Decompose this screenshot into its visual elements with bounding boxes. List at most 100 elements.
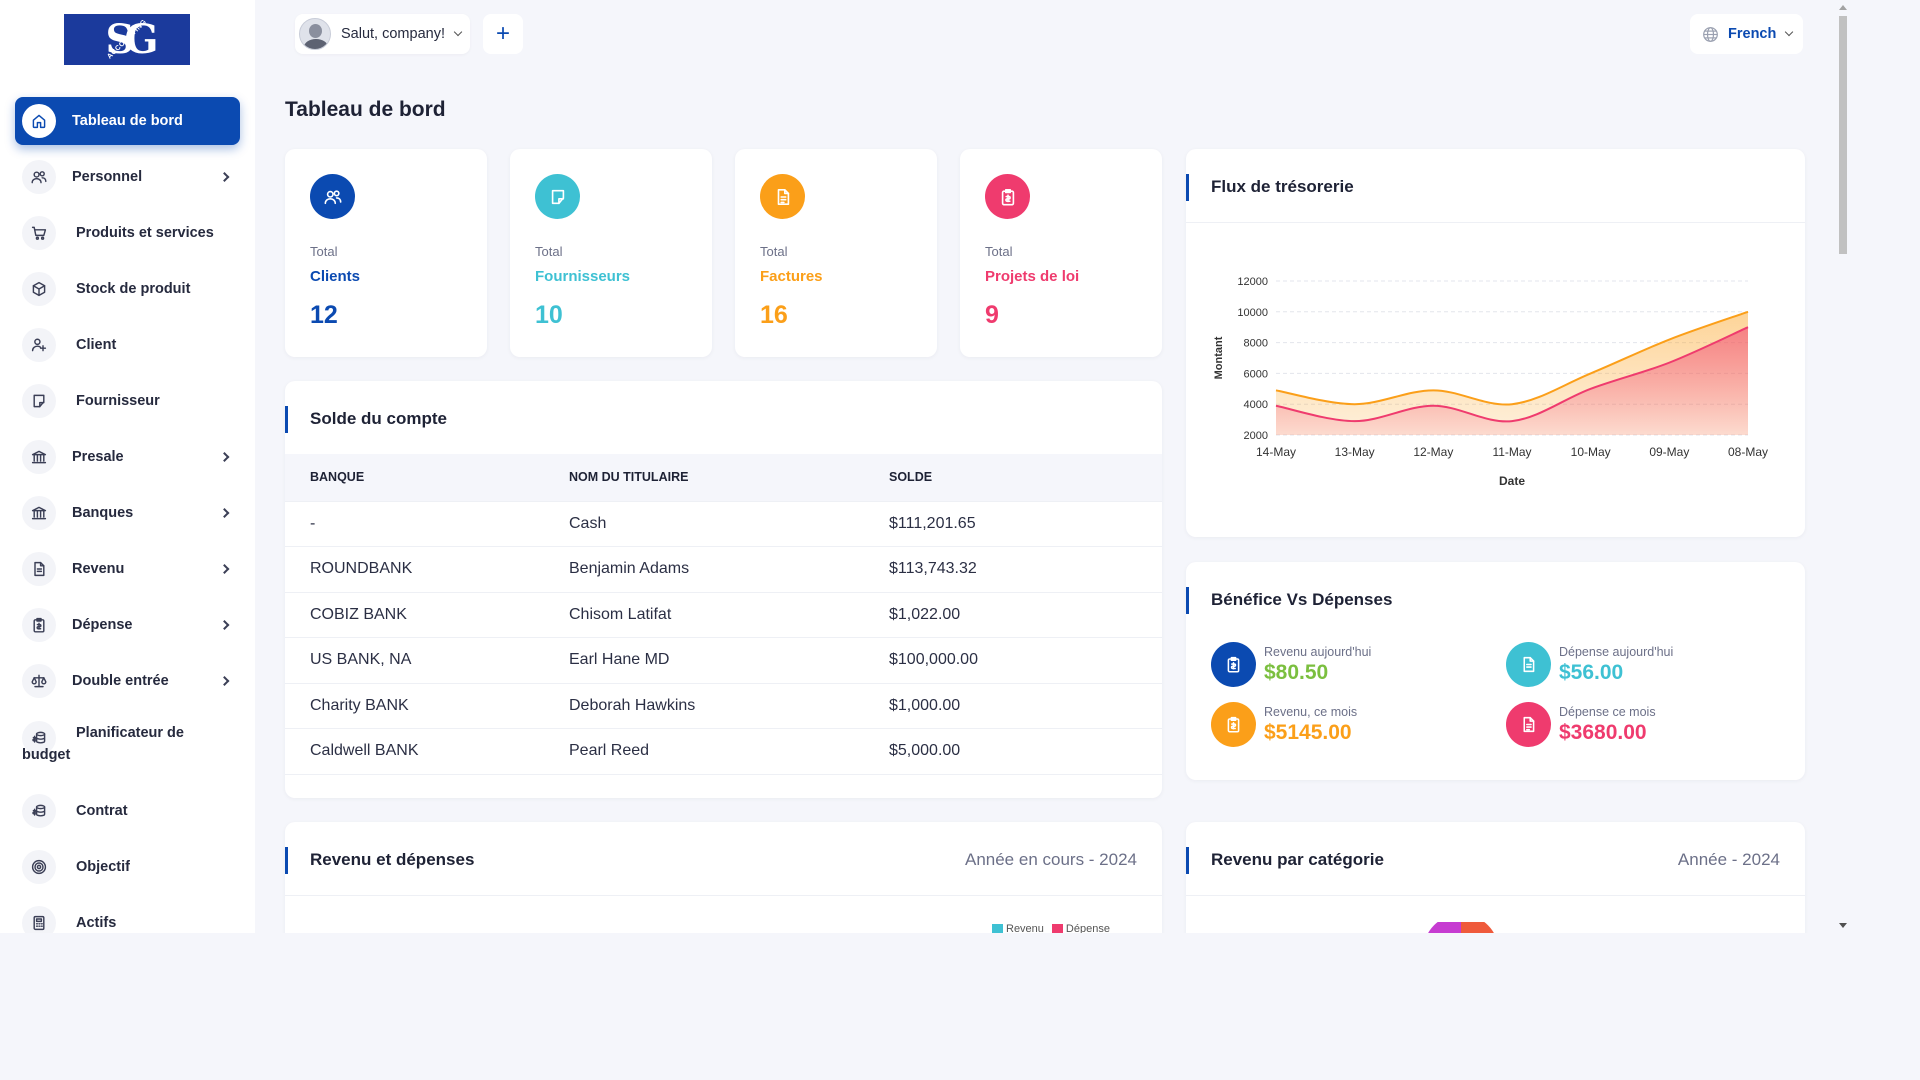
sidebar-item-objectif[interactable]: Objectif bbox=[15, 843, 240, 891]
sidebar-icon bbox=[22, 328, 56, 362]
metric-label: Dépense aujourd'hui bbox=[1559, 644, 1674, 659]
stat-card-projets-de-loi[interactable]: Total Projets de loi 9 bbox=[960, 149, 1162, 357]
profit-metric: Revenu, ce mois $5145.00 bbox=[1211, 702, 1357, 747]
y-tick-label: 6000 bbox=[1244, 368, 1268, 380]
add-button[interactable]: + bbox=[483, 14, 523, 54]
invoice-icon bbox=[1523, 716, 1535, 733]
table-row[interactable]: Caldwell BANK Pearl Reed $5,000.00 bbox=[285, 728, 1162, 775]
metric-value: $56.00 bbox=[1559, 660, 1624, 684]
metric-icon bbox=[1211, 642, 1256, 687]
card-header: Revenu par catégorie Année - 2024 bbox=[1186, 822, 1805, 896]
chart-legend: Revenu Dépense bbox=[992, 923, 1110, 935]
stat-total-label: Total bbox=[985, 244, 1013, 259]
account-balance-card: Solde du compte BANQUE NOM DU TITULAIRE … bbox=[285, 381, 1162, 798]
sidebar-icon bbox=[22, 160, 56, 194]
cell-holder: Chisom Latifat bbox=[569, 592, 889, 638]
table-row[interactable]: Charity BANK Deborah Hawkins $1,000.00 bbox=[285, 683, 1162, 729]
cell-holder: Pearl Reed bbox=[569, 728, 889, 775]
table-row[interactable]: COBIZ BANK Chisom Latifat $1,022.00 bbox=[285, 592, 1162, 638]
sidebar-item-presale[interactable]: Presale bbox=[15, 433, 240, 481]
sidebar-icon bbox=[22, 664, 56, 698]
file-icon bbox=[34, 561, 45, 577]
metric-icon bbox=[1506, 642, 1551, 687]
card-title: Solde du compte bbox=[310, 409, 447, 428]
viewport-bottom bbox=[255, 933, 1920, 1080]
page-scrollbar[interactable] bbox=[1836, 0, 1850, 933]
card-header: Bénéfice Vs Dépenses bbox=[1186, 562, 1805, 636]
sidebar-item-contrat[interactable]: Contrat bbox=[15, 787, 240, 835]
user-menu[interactable]: Salut, company! bbox=[295, 14, 470, 54]
invoice-icon bbox=[777, 188, 789, 205]
sidebar-item-revenu[interactable]: Revenu bbox=[15, 545, 240, 593]
cell-holder: Deborah Hawkins bbox=[569, 683, 889, 729]
sidebar-item-label: Presale bbox=[72, 449, 124, 465]
legend-swatch-expense bbox=[1051, 923, 1063, 935]
sidebar-item-produits-et-services[interactable]: Produits et services bbox=[15, 209, 240, 257]
scroll-down-arrow[interactable] bbox=[1839, 923, 1847, 928]
legend-swatch-revenue bbox=[992, 923, 1003, 935]
sidebar-item-label: Contrat bbox=[76, 803, 128, 819]
profit-metric: Revenu aujourd'hui $80.50 bbox=[1211, 642, 1371, 687]
brand-logo[interactable]: SG ACCOUNTING bbox=[64, 14, 190, 65]
users-icon bbox=[324, 189, 341, 204]
cell-bank: - bbox=[285, 501, 569, 547]
sidebar-item-fournisseur[interactable]: Fournisseur bbox=[15, 377, 240, 425]
chevron-right-icon bbox=[219, 172, 230, 182]
home-icon bbox=[32, 114, 46, 129]
language-selector[interactable]: French bbox=[1690, 14, 1803, 54]
stat-total-label: Total bbox=[535, 244, 563, 259]
stat-card-factures[interactable]: Total Factures 16 bbox=[735, 149, 937, 357]
stat-card-clients[interactable]: Total Clients 12 bbox=[285, 149, 487, 357]
bank-icon bbox=[31, 450, 47, 464]
clipboard-icon bbox=[1227, 656, 1240, 673]
users-icon bbox=[31, 171, 47, 184]
card-title: Bénéfice Vs Dépenses bbox=[1211, 590, 1393, 609]
sidebar-item-label: Client bbox=[76, 337, 117, 353]
table-row[interactable]: US BANK, NA Earl Hane MD $100,000.00 bbox=[285, 637, 1162, 684]
sidebar-item-personnel[interactable]: Personnel bbox=[15, 153, 240, 201]
clipboard-icon bbox=[1001, 188, 1014, 205]
legend-label-expense: Dépense bbox=[1065, 923, 1110, 935]
profit-expense-card: Bénéfice Vs Dépenses Revenu aujourd'hui $… bbox=[1186, 562, 1805, 780]
profit-metric: Dépense aujourd'hui $56.00 bbox=[1506, 642, 1673, 687]
x-tick-label: 11-May bbox=[1492, 445, 1531, 459]
x-axis-label: Date bbox=[1499, 474, 1525, 488]
year-filter[interactable]: Année en cours - 2024 bbox=[964, 850, 1137, 869]
table-row[interactable]: ROUNDBANK Benjamin Adams $113,743.32 bbox=[285, 546, 1162, 593]
sidebar-item-depense[interactable]: Dépense bbox=[15, 601, 240, 649]
sidebar-icon bbox=[22, 850, 56, 884]
metric-label: Revenu, ce mois bbox=[1264, 704, 1358, 719]
y-tick-label: 2000 bbox=[1244, 430, 1268, 442]
sidebar-item-client[interactable]: Client bbox=[15, 321, 240, 369]
scroll-thumb[interactable] bbox=[1839, 16, 1847, 254]
table-row[interactable]: - Cash $111,201.65 bbox=[285, 501, 1162, 547]
stat-card-fournisseurs[interactable]: Total Fournisseurs 10 bbox=[510, 149, 712, 357]
sticky-note-icon bbox=[551, 189, 564, 204]
avatar bbox=[299, 18, 331, 50]
metric-label: Dépense ce mois bbox=[1559, 704, 1656, 719]
sidebar-item-label-line2: budget bbox=[22, 747, 71, 763]
metric-icon bbox=[1211, 702, 1256, 747]
cell-balance: $111,201.65 bbox=[889, 501, 1162, 547]
metric-value: $80.50 bbox=[1264, 660, 1329, 684]
box-icon bbox=[32, 281, 46, 297]
sidebar-item-tableau-de-bord[interactable]: Tableau de bord bbox=[15, 97, 240, 145]
sidebar-item-label: Personnel bbox=[72, 169, 143, 185]
chevron-right-icon bbox=[219, 564, 230, 574]
cell-balance: $5,000.00 bbox=[889, 728, 1162, 775]
chevron-right-icon bbox=[219, 620, 230, 630]
sidebar-item-stock-de-produit[interactable]: Stock de produit bbox=[15, 265, 240, 313]
card-header: Solde du compte bbox=[285, 381, 1162, 455]
sidebar-item-planificateur-de[interactable]: Planificateur de budget bbox=[15, 713, 240, 773]
y-tick-label: 10000 bbox=[1237, 307, 1268, 319]
y-axis-label: Montant bbox=[1213, 336, 1225, 379]
sidebar-item-double-entree[interactable]: Double entrée bbox=[15, 657, 240, 705]
sidebar-item-banques[interactable]: Banques bbox=[15, 489, 240, 537]
table-header-row: BANQUE NOM DU TITULAIRE SOLDE bbox=[285, 454, 1162, 502]
sidebar-item-label: Dépense bbox=[72, 617, 133, 633]
sidebar-item-actifs[interactable]: Actifs bbox=[15, 899, 240, 933]
year-filter[interactable]: Année - 2024 bbox=[1677, 850, 1780, 869]
scroll-up-arrow[interactable] bbox=[1839, 5, 1847, 10]
sidebar-icon bbox=[22, 384, 56, 418]
card-title: Revenu et dépenses bbox=[310, 850, 475, 869]
